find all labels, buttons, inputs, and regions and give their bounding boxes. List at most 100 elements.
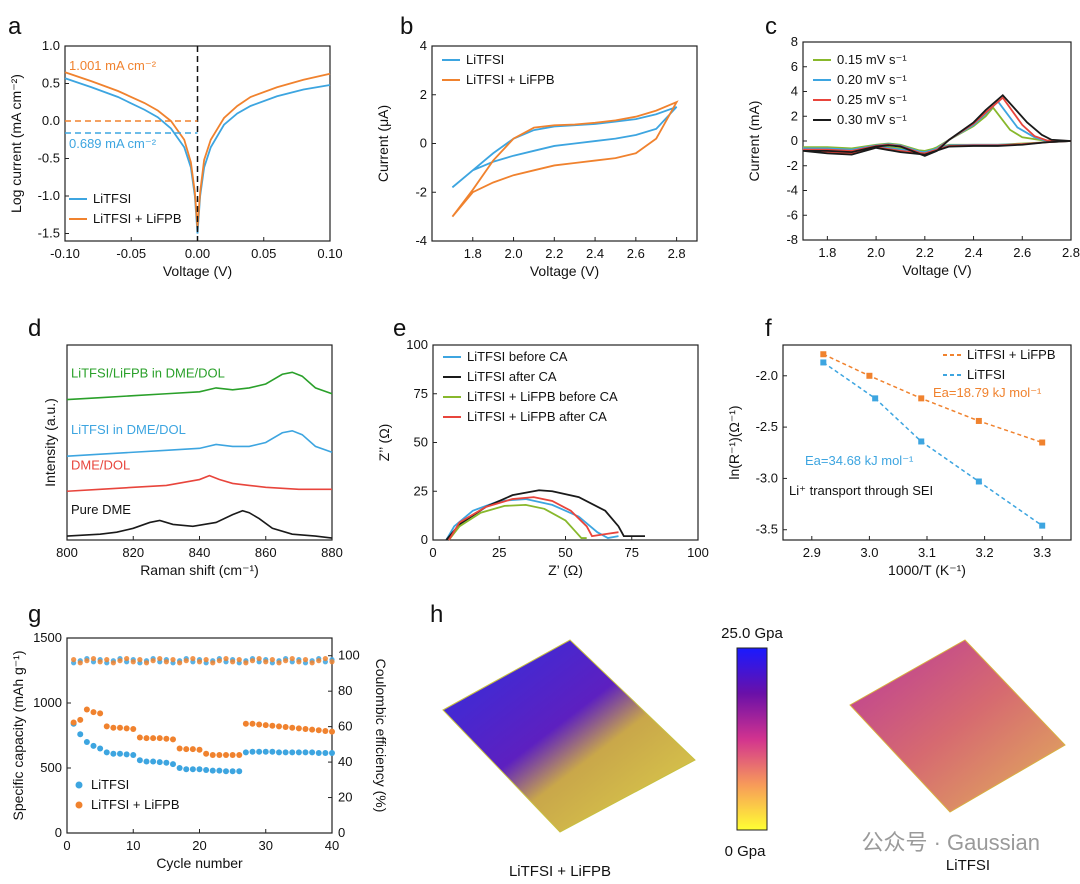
capacity-point: [203, 766, 210, 773]
legend-label: LiTFSI: [93, 191, 131, 206]
x-tick-label: 2.8: [1062, 245, 1080, 260]
y-tick-label: -1.5: [38, 226, 60, 241]
y-tick-label: 1000: [33, 695, 62, 710]
legend-label: LiTFSI after CA: [467, 369, 557, 384]
x-tick-label: -0.10: [50, 246, 80, 261]
capacity-point: [289, 749, 296, 756]
afm-surface-lifpb: [442, 639, 696, 833]
capacity-point: [110, 750, 117, 757]
ce-point: [97, 659, 103, 665]
capacity-point: [83, 739, 90, 745]
capacity-point: [136, 757, 143, 764]
annotation: Li⁺ transport through SEI: [789, 483, 933, 498]
plot-frame-f: [782, 344, 1072, 541]
panel-c: 1.8 2.0 2.2 2.4 2.6 2.8 -8 -6 -4 -2 0 2 4 6 8 Voltage (…: [746, 34, 1080, 278]
y-tick-label: -2.5: [756, 419, 778, 434]
panel-letter-h: h: [430, 601, 443, 628]
panel-e: 0 25 50 75 100 0 25 50 75 100 Z’ (Ω) Z’’ (Ω) LiTFSI …: [376, 337, 709, 578]
capacity-point: [269, 722, 276, 729]
y-tick-label: 4: [420, 38, 427, 53]
x-tick-label: 50: [558, 545, 572, 560]
watermark: 公众号 · Gaussian: [862, 830, 1041, 855]
ce-point: [110, 660, 116, 666]
y-tick-label: -3.5: [756, 522, 778, 537]
y2-tick-label: 60: [338, 719, 352, 734]
capacity-point: [216, 752, 223, 758]
x-axis-label: Z’ (Ω): [548, 562, 583, 578]
ce-point: [269, 657, 275, 663]
ce-point: [143, 660, 150, 666]
x-tick-label: 3.2: [976, 545, 994, 560]
x-tick-label: 2.9: [803, 545, 821, 560]
x-tick-label: 2.2: [545, 246, 563, 261]
x-axis-label: Raman shift (cm⁻¹): [140, 562, 259, 578]
capacity-point: [143, 735, 150, 742]
afm-title-lifpb: LiTFSI + LiFPB: [509, 863, 611, 880]
capacity-point: [117, 724, 123, 731]
panel-d: 800 820 840 860 880 Raman shift (cm⁻¹) Intensi…: [42, 344, 343, 578]
x-tick-label: 0: [63, 838, 70, 853]
capacity-point: [269, 748, 276, 755]
series-line: [448, 503, 587, 541]
x-tick-label: 2.0: [504, 246, 522, 261]
capacity-point: [123, 725, 130, 732]
y-tick-label: -3.0: [756, 470, 778, 485]
capacity-point: [183, 766, 190, 773]
y-tick-label: 50: [414, 435, 428, 450]
ce-point: [124, 655, 130, 662]
y-tick-label: 4: [791, 84, 798, 99]
series-line: [64, 77, 331, 234]
y-tick-label: 2: [791, 108, 798, 123]
capacity-point: [156, 759, 163, 766]
data-point: [975, 478, 982, 485]
ce-point: [309, 660, 315, 666]
legend-label: 0.25 mV s⁻¹: [837, 92, 907, 107]
capacity-point: [256, 748, 263, 755]
series-label: DME/DOL: [71, 457, 130, 472]
legend-label: LiTFSI + LiFPB before CA: [467, 389, 618, 404]
ce-point: [137, 657, 143, 663]
capacity-point: [170, 761, 176, 768]
capacity-point: [322, 750, 329, 757]
capacity-point: [236, 752, 243, 758]
x-tick-label: 0.00: [185, 246, 210, 261]
x-axis-label: 1000/T (K⁻¹): [888, 562, 966, 578]
x-tick-label: 840: [189, 545, 211, 560]
capacity-point: [130, 726, 137, 732]
y2-tick-label: 40: [338, 754, 352, 769]
capacity-point: [156, 735, 163, 742]
ce-point: [190, 655, 196, 662]
capacity-point: [329, 728, 335, 735]
x-tick-label: -0.05: [116, 246, 146, 261]
x-tick-label: 820: [122, 545, 144, 560]
ce-point: [170, 657, 176, 663]
x-tick-label: 3.1: [918, 545, 936, 560]
y2-tick-label: 20: [338, 790, 352, 805]
capacity-point: [282, 724, 289, 731]
capacity-point: [209, 767, 216, 774]
y-tick-label: 25: [414, 483, 428, 498]
capacity-point: [203, 750, 210, 757]
y-axis-label: Current (μA): [375, 105, 391, 182]
legend-label: LiTFSI: [91, 777, 129, 792]
ce-point: [236, 657, 242, 663]
x-tick-label: 3.0: [860, 545, 878, 560]
ce-point: [276, 660, 282, 666]
annotation: 0.689 mA cm⁻²: [69, 136, 157, 151]
capacity-point: [249, 748, 256, 755]
annotation: Ea=34.68 kJ mol⁻¹: [805, 453, 914, 468]
capacity-point: [256, 721, 263, 728]
series-line: [66, 429, 333, 457]
x-tick-label: 880: [321, 545, 343, 560]
afm-title-litfsi: LiTFSI: [946, 857, 990, 874]
y-tick-label: 0.5: [42, 76, 60, 91]
x-axis-label: Cycle number: [156, 855, 243, 871]
x-tick-label: 25: [492, 545, 506, 560]
ce-point: [322, 655, 328, 662]
series-label: LiTFSI/LiFPB in DME/DOL: [71, 366, 225, 381]
series-label: LiTFSI in DME/DOL: [71, 422, 186, 437]
x-tick-label: 2.4: [586, 246, 604, 261]
data-point: [918, 438, 925, 445]
data-point: [918, 395, 925, 402]
